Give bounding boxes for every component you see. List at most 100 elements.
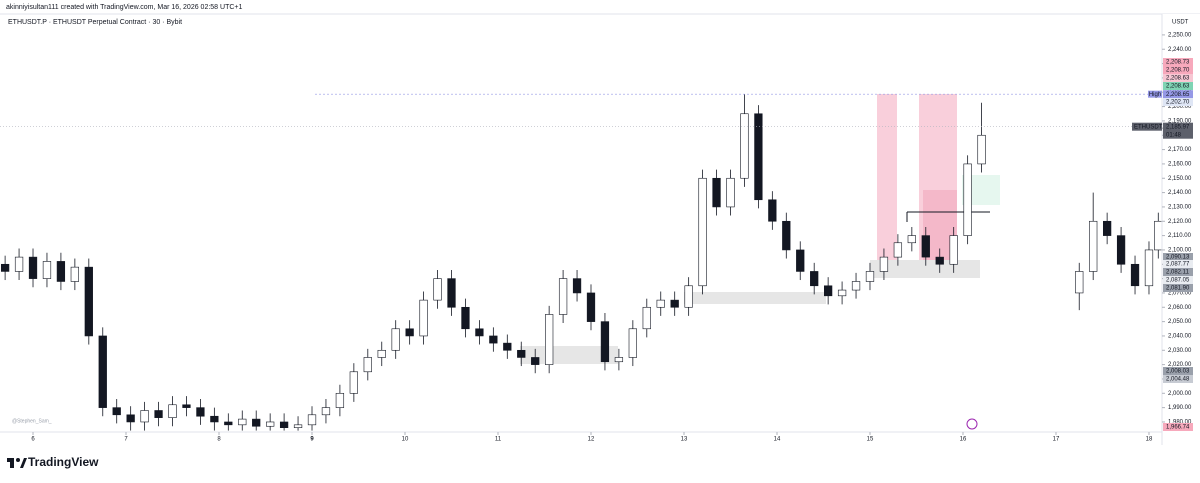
brand: TradingView (28, 455, 99, 469)
candle-body (140, 410, 149, 423)
price-tag-label: 2,090.13 (1166, 255, 1190, 261)
candle-body (42, 261, 52, 279)
y-tick-label: 2,000.00 (1168, 391, 1192, 397)
price-tag (1163, 82, 1193, 90)
candle-body (531, 357, 540, 365)
logo (7, 458, 27, 468)
x-tick-label: 15 (867, 437, 874, 443)
x-tick-label: 14 (774, 437, 781, 443)
price-tag (1163, 74, 1193, 82)
candle-body (363, 357, 372, 373)
y-tick-label: 2,130.00 (1168, 205, 1192, 211)
candle-body (210, 415, 219, 423)
y-tick-label: 2,110.00 (1168, 233, 1192, 239)
candle-body (558, 278, 568, 315)
candle-body (656, 299, 665, 308)
x-tick-label: 16 (960, 437, 967, 443)
y-tick-label: 2,190.00 (1168, 118, 1192, 124)
candle-body (0, 263, 10, 272)
last-price: 2,185.97 (1166, 124, 1190, 130)
candle-body (1102, 220, 1112, 236)
x-tick-label: 6 (31, 437, 35, 443)
candle-body (56, 261, 66, 282)
candle-body (628, 328, 637, 358)
candle-body (182, 404, 191, 408)
candle-body (405, 328, 414, 337)
price-tag-label: 2,004.48 (1166, 377, 1190, 383)
candle-body (419, 299, 428, 337)
credit: akinniyisultan111 created with TradingVi… (6, 4, 242, 11)
countdown: 01:48 (1166, 132, 1182, 138)
candle-body (642, 306, 651, 330)
candle-body (963, 163, 972, 236)
x-tick-label: 18 (1146, 437, 1153, 443)
candle-body (879, 256, 889, 272)
candle-body (1116, 235, 1126, 265)
price-tag (1163, 98, 1193, 106)
candle-body (98, 335, 107, 408)
price-tag-label: 2,208.73 (1166, 60, 1190, 66)
candle-body (279, 421, 289, 428)
candle-body (196, 407, 205, 417)
y-tick-label: 2,200.00 (1168, 104, 1192, 110)
y-tick-label: 2,140.00 (1168, 190, 1192, 196)
symbol-tag (1132, 122, 1162, 131)
x-tick-label: 13 (681, 437, 688, 443)
price-tag-label: 1,966.74 (1166, 425, 1190, 431)
candle-body (154, 410, 163, 418)
candle-body (14, 256, 24, 272)
candle-body (977, 134, 986, 165)
price-tag-label: 2,087.77 (1166, 262, 1190, 268)
candle-body (824, 285, 833, 297)
candle-body (1144, 249, 1154, 287)
x-tick-label: 12 (588, 437, 595, 443)
candle-body (112, 407, 121, 416)
y-tick-label: 2,030.00 (1168, 348, 1192, 354)
candle-body (754, 113, 763, 201)
price-tag-label: 2,081.90 (1166, 286, 1190, 292)
candle-body (447, 278, 456, 308)
candle-body (726, 177, 735, 208)
candle-body (907, 235, 916, 244)
price-tag-label: 2,082.11 (1166, 270, 1190, 276)
price-tag (1163, 423, 1193, 431)
price-tag (1163, 276, 1193, 284)
price-tag (1163, 260, 1193, 268)
logo-mark (20, 458, 27, 468)
candle-body (684, 285, 693, 308)
y-tick-label: 2,050.00 (1168, 319, 1192, 325)
candle-body (28, 256, 38, 279)
candle-body (252, 418, 261, 427)
price-tag-label: 2,202.70 (1166, 100, 1190, 106)
candle-body (893, 242, 903, 258)
candle-body (810, 271, 819, 287)
zone (877, 94, 897, 268)
y-tick-label: 1,980.00 (1168, 420, 1192, 426)
last-price-tag (1163, 122, 1193, 139)
price-tag-label: 2,008.03 (1166, 369, 1190, 375)
logo-mark (16, 458, 20, 462)
price-tag-label: 2,208.63 (1166, 84, 1190, 90)
price-tag-label: 2,087.05 (1166, 278, 1190, 284)
candle-body (712, 177, 721, 208)
candle-body (84, 266, 93, 337)
high-price-tag (1163, 90, 1193, 99)
candle-body (503, 342, 512, 351)
candle-body (670, 299, 679, 308)
candle-body (1075, 271, 1084, 294)
x-tick-label: 9 (310, 437, 314, 443)
candle-body (1154, 220, 1163, 251)
y-tick-label: 2,070.00 (1168, 291, 1192, 297)
candle-body (698, 177, 707, 287)
event-icon (966, 418, 978, 430)
y-tick-label: 2,160.00 (1168, 162, 1192, 168)
x-tick-label: 10 (402, 437, 409, 443)
candle-body (782, 220, 791, 251)
price-tag-label: 2,208.63 (1166, 76, 1190, 82)
price-tag (1163, 253, 1193, 261)
x-tick-label: 8 (217, 437, 221, 443)
y-tick-label: 2,250.00 (1168, 32, 1192, 38)
x-tick-label: 17 (1053, 437, 1060, 443)
